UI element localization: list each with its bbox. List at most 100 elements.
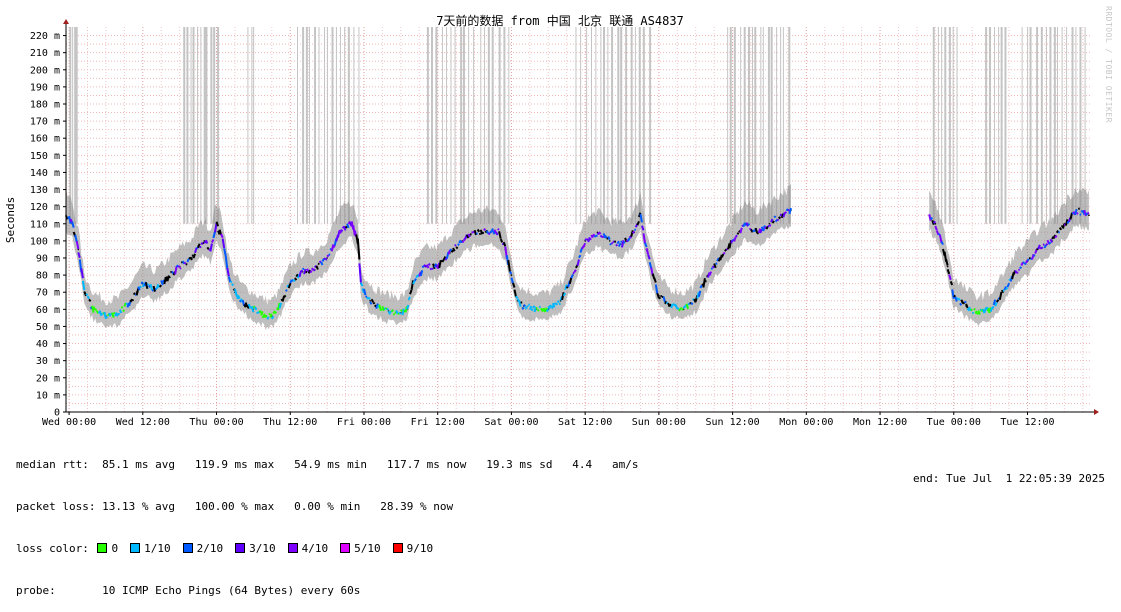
- y-tick-label: 190 m: [30, 82, 60, 93]
- loss-color-swatch: [393, 543, 403, 553]
- median-rtt-segment: [723, 252, 725, 254]
- data-point: [369, 300, 371, 302]
- median-rtt-segment: [596, 235, 598, 236]
- y-tick-label: 100 m: [30, 236, 60, 247]
- median-rtt-segment: [95, 310, 97, 311]
- x-tick-label: Fri 00:00: [337, 417, 391, 428]
- median-rtt-segment: [468, 234, 470, 237]
- median-rtt-segment: [688, 303, 690, 305]
- median-rtt-segment: [736, 235, 738, 236]
- median-rtt-segment: [1060, 228, 1062, 230]
- median-rtt-segment: [459, 240, 461, 243]
- median-rtt-segment: [470, 234, 472, 235]
- median-rtt-segment: [530, 306, 532, 310]
- y-tick-label: 10 m: [36, 390, 60, 401]
- median-rtt-segment: [538, 310, 540, 311]
- median-rtt-segment: [659, 297, 661, 299]
- median-rtt-segment: [1024, 263, 1026, 265]
- median-rtt-segment: [141, 282, 143, 284]
- median-rtt-segment: [547, 309, 549, 311]
- median-rtt-segment: [327, 255, 329, 257]
- loss-color-swatch: [183, 543, 193, 553]
- median-rtt-segment: [971, 309, 973, 310]
- median-rtt-segment: [710, 272, 712, 276]
- median-rtt-segment: [455, 245, 457, 246]
- median-rtt-segment: [316, 266, 318, 270]
- median-rtt-segment: [321, 262, 323, 265]
- median-rtt-segment: [347, 224, 349, 228]
- median-rtt-segment: [399, 312, 401, 314]
- median-rtt-segment: [393, 314, 395, 315]
- median-rtt-segment: [556, 303, 558, 304]
- median-rtt-segment: [313, 269, 315, 271]
- median-rtt-segment: [633, 231, 635, 233]
- data-point: [609, 240, 611, 242]
- median-rtt-segment: [481, 230, 483, 235]
- median-rtt-segment: [958, 299, 960, 301]
- x-tick-label: Mon 00:00: [779, 417, 833, 428]
- probe-value: 10 ICMP Echo Pings (64 Bytes) every 60s: [102, 584, 360, 597]
- median-rtt-segment: [617, 241, 619, 243]
- y-tick-label: 120 m: [30, 202, 60, 213]
- median-rtt-segment: [169, 277, 171, 278]
- median-rtt-segment: [539, 307, 541, 308]
- median-rtt-segment: [625, 238, 627, 242]
- median-rtt-segment: [608, 236, 610, 239]
- median-rtt-segment: [972, 313, 974, 314]
- median-rtt-segment: [450, 249, 452, 251]
- median-rtt-segment: [951, 281, 953, 285]
- median-rtt-segment: [462, 241, 464, 242]
- median-rtt-segment: [691, 303, 693, 305]
- median-rtt-row: median rtt: 85.1 ms avg 119.9 ms max 54.…: [16, 458, 639, 472]
- loss-color-item-label: 4/10: [302, 542, 329, 555]
- median-rtt-segment: [977, 313, 979, 315]
- median-rtt-segment: [478, 230, 480, 232]
- median-rtt-segment: [954, 295, 956, 297]
- median-rtt-segment: [372, 299, 374, 302]
- median-rtt-segment: [206, 240, 208, 243]
- median-rtt-segment: [341, 230, 343, 232]
- median-rtt-segment: [301, 270, 303, 271]
- x-axis-arrow: [1094, 409, 1099, 415]
- median-rtt-segment: [482, 232, 484, 233]
- y-tick-label: 60 m: [36, 305, 60, 316]
- loss-color-item-label: 1/10: [144, 542, 171, 555]
- median-rtt-segment: [716, 263, 718, 264]
- median-rtt-segment: [260, 311, 262, 313]
- data-point: [947, 266, 949, 268]
- median-rtt-segment: [779, 217, 781, 219]
- median-rtt-segment: [1077, 213, 1079, 214]
- median-rtt-segment: [770, 225, 772, 226]
- x-tick-label: Mon 12:00: [853, 417, 907, 428]
- median-rtt-segment: [654, 278, 656, 283]
- median-rtt-segment: [496, 232, 498, 235]
- median-rtt-segment: [524, 305, 526, 307]
- y-axis-arrow: [63, 19, 69, 24]
- median-rtt-segment: [522, 307, 524, 309]
- median-rtt-segment: [284, 295, 286, 297]
- median-rtt-segment: [773, 221, 775, 223]
- median-rtt-segment: [407, 305, 409, 309]
- median-rtt-segment: [131, 299, 133, 302]
- median-rtt-segment: [590, 239, 592, 240]
- median-rtt-segment: [387, 309, 389, 310]
- median-rtt-segment: [510, 272, 512, 274]
- median-rtt-segment: [679, 309, 681, 311]
- median-rtt-segment: [160, 285, 162, 287]
- median-rtt-segment: [992, 306, 994, 308]
- x-tick-label: Sun 00:00: [632, 417, 686, 428]
- median-rtt-segment: [306, 272, 308, 273]
- median-rtt-segment: [370, 302, 372, 304]
- median-rtt-segment: [123, 310, 125, 311]
- y-tick-label: 30 m: [36, 356, 60, 367]
- median-rtt-segment: [624, 242, 626, 243]
- median-rtt-segment: [780, 214, 782, 216]
- median-rtt-segment: [261, 311, 263, 315]
- median-rtt-segment: [573, 273, 575, 274]
- median-rtt-segment: [938, 234, 940, 235]
- median-rtt-segment: [558, 301, 560, 303]
- median-rtt-segment: [124, 303, 126, 306]
